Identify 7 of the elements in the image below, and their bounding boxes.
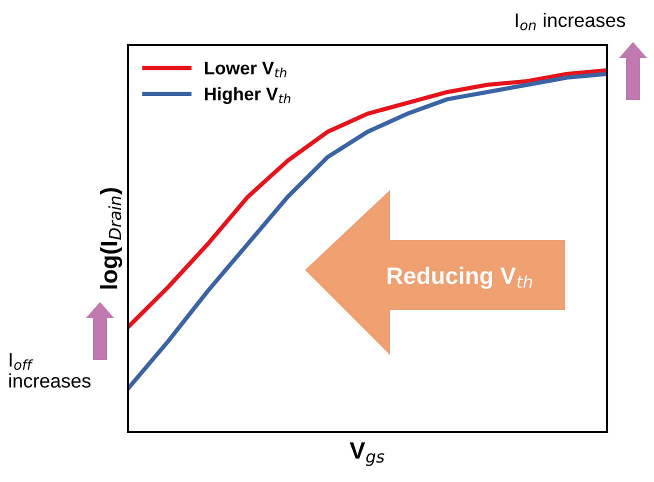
y-axis-title: log(I$_{Drain}$) [100,188,122,289]
text: I$_{on}$ increases [516,12,626,30]
x-axis-title: V$_{gs}$ [350,442,384,466]
annotation: Reducing V$_{th}$ [388,266,532,289]
legend-label: Higher V$_{th}$ [205,87,290,104]
legend-label: Lower V$_{th}$ [205,62,286,78]
text: I$_{off}$ increases [9,353,91,388]
